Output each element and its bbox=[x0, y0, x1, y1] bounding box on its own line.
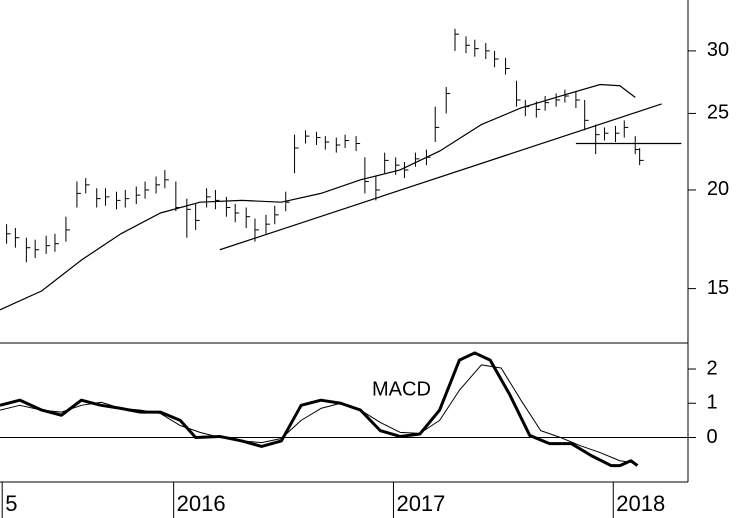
x-tick-label: 2018 bbox=[616, 491, 665, 516]
x-tick-label: 2017 bbox=[396, 491, 445, 516]
overlay-line bbox=[219, 103, 662, 251]
annotation: MACD bbox=[372, 378, 431, 400]
x-tick-label: 5 bbox=[5, 491, 17, 516]
x-tick-label: 2016 bbox=[177, 491, 226, 516]
overlay-line bbox=[0, 83, 636, 311]
y-tick-label: 1 bbox=[706, 392, 717, 414]
y-tick-label: 2 bbox=[706, 357, 717, 379]
y-tick-label: 20 bbox=[707, 178, 729, 200]
y-tick-label: 15 bbox=[707, 277, 729, 299]
y-tick-label: 25 bbox=[707, 102, 729, 124]
y-tick-label: 0 bbox=[706, 426, 717, 448]
y-tick-label: 30 bbox=[707, 39, 729, 61]
series-line bbox=[0, 364, 636, 464]
